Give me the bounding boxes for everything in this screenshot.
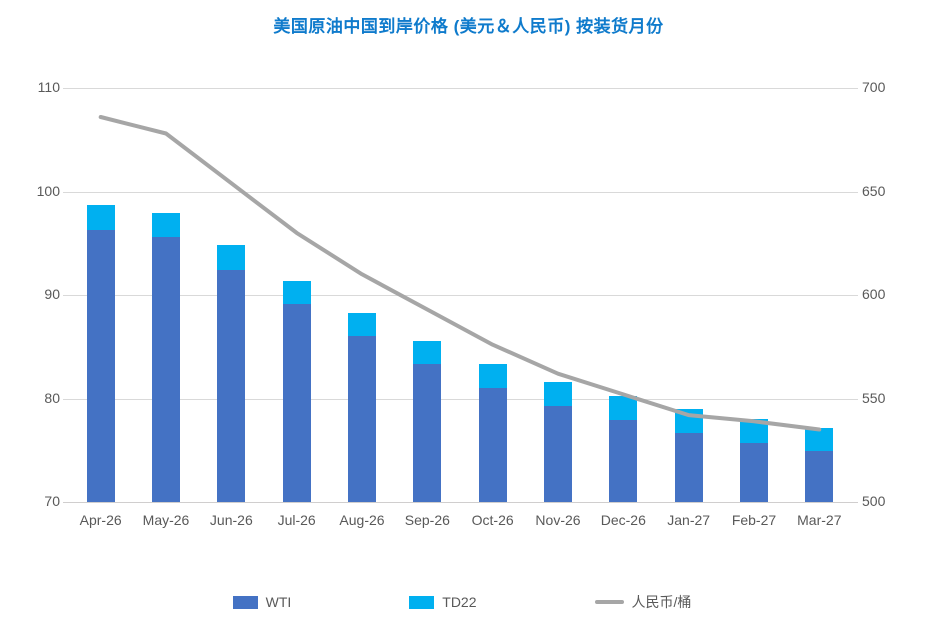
gridline [63,191,858,193]
legend-wti-label: WTI [265,594,292,610]
x-axis-tick-label: Mar-27 [797,512,842,528]
legend-item-wti: WTI [232,594,292,610]
td22-segment [805,427,834,452]
right-axis-tick-label: 500 [862,493,886,509]
legend-item-rmb: 人民币/桶 [594,592,692,612]
x-axis-tick-label: Nov-26 [535,512,581,528]
td22-segment [740,419,768,444]
bar-Oct-26 [478,364,507,502]
bar-Nov-26 [544,381,572,502]
left-axis-tick-label: 110 [37,79,60,95]
x-axis-tick-label: Oct-26 [471,512,514,528]
wti-segment [478,388,507,502]
bar-Dec-26 [609,396,638,502]
left-axis-tick-label: 70 [44,493,60,509]
rmb-line-series [98,115,822,432]
right-axis-tick-label: 600 [862,286,886,302]
x-axis-tick-label: Aug-26 [339,512,385,528]
bar-Jun-26 [217,245,246,502]
rmb-per-barrel-line [98,115,822,432]
left-axis-tick-label: 90 [44,286,60,302]
x-axis-tick-label: Dec-26 [600,512,646,528]
x-axis-tick-label: Jun-26 [209,512,253,528]
td22-segment [544,381,572,406]
right-axis-tick-label: 650 [862,182,886,199]
bar-Sep-26 [413,340,442,502]
bar-Apr-26 [86,204,115,502]
bar-Mar-27 [805,427,834,502]
x-axis-tick-label: Feb-27 [731,512,777,528]
wti-segment [544,405,572,502]
legend-td22-label: TD22 [442,594,477,610]
wti-segment [348,336,376,502]
plot-area [63,88,858,503]
legend: WTI TD22 人民币/桶 [0,592,924,612]
td22-segment [413,340,442,365]
x-axis-tick-label: Jul-26 [277,512,316,528]
td22-swatch-icon [409,595,435,609]
td22-segment [152,213,180,238]
wti-segment [217,270,246,502]
gridline [63,295,858,296]
wti-segment [413,364,442,502]
chart-title: 美国原油中国到岸价格 (美元＆人民币) 按装货月份 [273,17,664,36]
wti-segment [805,451,834,502]
wti-segment [152,237,180,502]
wti-swatch-icon [232,595,258,609]
legend-item-td22: TD22 [409,594,477,610]
td22-segment [609,396,638,421]
x-axis-tick-label: Sep-26 [404,512,450,528]
gridline [63,398,858,400]
td22-segment [282,280,311,305]
gridline [63,502,858,503]
bar-Feb-27 [740,419,768,502]
right-axis-tick-label: 700 [862,79,886,95]
x-axis-tick-label: Jan-27 [667,512,711,528]
td22-segment [86,204,115,230]
wti-segment [282,304,311,502]
gridline [63,88,858,89]
legend-rmb-label: 人民币/桶 [631,594,692,610]
wti-segment [740,443,768,502]
right-axis-tick-label: 550 [862,389,886,406]
wti-segment [609,420,638,502]
bar-Jul-26 [282,280,311,502]
left-axis-tick-label: 100 [36,182,60,199]
td22-segment [478,364,507,389]
rmb-line-swatch-icon [594,600,624,604]
left-axis-tick-label: 80 [44,389,60,406]
x-axis-tick-label: May-26 [142,512,190,528]
bar-Aug-26 [348,312,376,502]
x-axis-tick-label: Apr-26 [79,512,122,528]
bar-May-26 [152,213,180,502]
wti-segment [674,432,703,502]
td22-segment [217,245,246,271]
td22-segment [348,312,376,337]
wti-segment [86,229,115,502]
